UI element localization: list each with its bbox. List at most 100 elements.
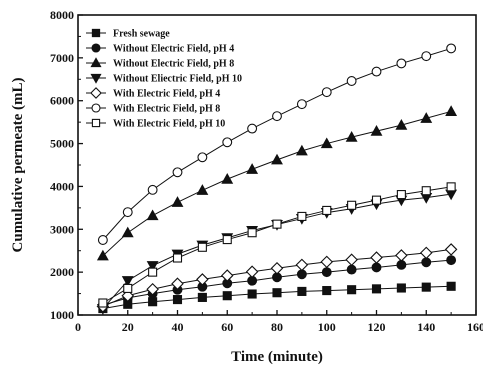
data-point [91,118,101,128]
data-point [246,163,259,174]
data-point [345,131,358,142]
data-point [272,111,282,122]
data-point [446,182,456,192]
data-point [320,255,334,269]
x-tick-label: 20 [122,320,134,334]
data-point [247,228,257,238]
y-axis-title: Cumulative permeate (mL) [10,78,26,253]
data-point [420,112,433,123]
data-point [396,190,406,200]
data-point [90,57,102,68]
data-point [221,173,234,184]
x-tick-label: 0 [75,320,81,334]
axis-ticks: 0 20 40 60 80 100 120 140 160 1000 2000 3000 4000 500… [50,8,483,334]
data-point [396,259,407,270]
data-point [148,297,158,307]
data-point [91,103,101,113]
legend-label: With Electric Field, pH 4 [113,89,220,100]
data-point [396,283,406,293]
x-tick-label: 160 [467,320,483,334]
series-layer [96,43,458,315]
y-tick-label: 2000 [50,265,74,279]
data-point [295,258,309,272]
series-6 [97,43,457,245]
data-point [322,286,332,296]
data-point [419,246,433,260]
data-point [172,167,183,178]
data-point [270,262,284,275]
data-point [321,267,332,278]
data-point [196,273,209,286]
data-point [171,277,184,290]
data-point [371,195,382,205]
data-point [297,211,307,221]
data-point [247,123,258,134]
data-point [122,207,133,218]
data-point [96,249,109,261]
data-point [370,125,383,136]
data-point [395,249,408,262]
legend-label: Without Electric Field, pH 8 [113,59,234,70]
data-point [171,196,184,207]
data-point [146,261,159,272]
data-point [98,298,108,308]
legend-label: Without Electric Field, pH 4 [113,44,234,55]
legend-label: With Electric Field, pH 10 [113,119,225,130]
data-point [297,286,307,296]
data-point [371,66,382,77]
legend-entry: With Electric Field, pH 10 [86,119,225,130]
x-tick-label: 80 [271,320,283,334]
data-point [421,51,432,62]
data-point [148,267,158,277]
series-7 [98,182,456,308]
x-axis-title: Time (minute) [231,349,323,365]
x-tick-label: 140 [417,320,435,334]
legend: Fresh sewage Without Electric Field, pH 4… [86,29,242,130]
x-tick-label: 40 [172,320,184,334]
data-point [370,251,383,264]
legend-entry: Without Electric Field, pH 8 [86,57,234,70]
data-point [245,265,259,278]
data-point [91,28,101,38]
legend-entry: Without Eliectric Field, pH 10 [86,74,242,85]
data-point [295,144,308,156]
x-tick-label: 60 [221,320,233,334]
data-point [421,186,431,196]
data-point [421,257,432,268]
data-point [395,119,408,130]
data-point [146,283,159,296]
data-point [271,153,283,165]
data-point [91,43,101,53]
y-tick-label: 8000 [50,8,74,22]
data-point [222,235,232,245]
series-line [102,110,452,257]
y-tick-label: 3000 [50,222,74,236]
data-point [421,282,431,292]
data-point [272,219,282,229]
data-point [247,289,257,299]
data-point [446,43,457,54]
data-point [97,235,108,245]
data-point [396,58,407,69]
data-point [445,105,458,116]
legend-label: Fresh sewage [113,29,170,40]
y-tick-label: 6000 [50,94,74,108]
data-point [321,87,332,98]
data-point [197,152,208,163]
y-tick-label: 7000 [50,51,74,65]
series-3 [96,105,458,261]
data-point [222,291,232,301]
data-point [123,283,133,293]
legend-entry: With Electric Field, pH 4 [86,87,220,100]
data-point [444,243,458,256]
data-point [371,284,382,294]
data-point [220,269,234,282]
data-point [196,184,209,195]
x-tick-label: 100 [318,320,336,334]
data-point [446,255,457,266]
data-point [121,226,134,238]
data-point [347,200,357,210]
x-tick-label: 120 [368,320,386,334]
legend-entry: With Electric Field, pH 8 [86,103,220,115]
data-point [272,288,282,298]
